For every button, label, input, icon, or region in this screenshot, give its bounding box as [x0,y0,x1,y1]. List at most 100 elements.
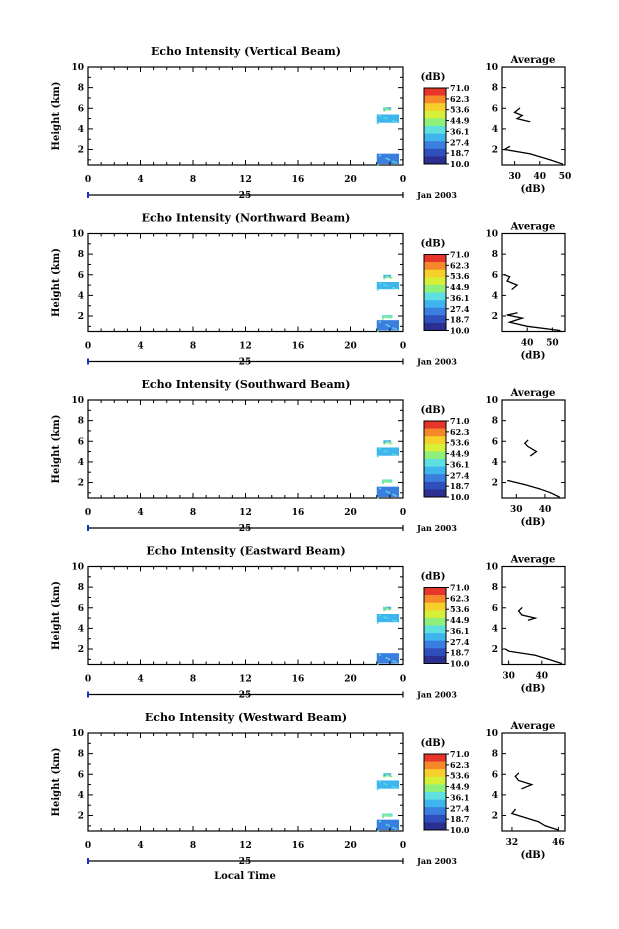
average-profile-point [535,450,537,453]
y-tick-label: 8 [78,250,84,260]
echo-speckle [383,616,386,618]
avg-y-tick-label: 6 [492,271,498,281]
avg-y-tick-label: 6 [492,604,498,614]
average-profile-point [557,829,559,831]
colorbar-segment [424,133,446,142]
colorbar-segment [424,421,446,429]
x-tick-label: 12 [239,508,252,518]
colorbar-label: 10.0 [450,159,470,169]
colorbar-segment [424,769,446,778]
echo-speckle [386,607,389,610]
date-label: Jan 2003 [416,357,457,367]
x-tick-label: 4 [137,342,143,352]
average-profile-point [521,607,523,609]
average-profile-line [514,772,534,790]
average-title: Average [510,222,556,233]
echo-speckle [376,663,379,665]
echo-speckle [388,276,391,279]
average-profile-line [504,274,519,290]
echo-speckle [386,276,389,278]
y-tick-label: 2 [78,146,84,156]
y-tick-label: 2 [78,645,84,655]
colorbar-label: 10.0 [450,492,470,502]
echo-speckle [383,116,386,119]
avg-x-label: (dB) [521,684,546,695]
colorbar-segment [424,655,446,664]
echo-speckle [385,814,388,816]
avg-x-tick-label: 30 [502,672,515,682]
y-tick-label: 10 [71,729,84,739]
average-profile-point [527,445,529,448]
echo-speckle [382,482,384,485]
colorbar-label: 71.0 [450,83,470,93]
y-tick-label: 8 [78,84,84,94]
x-tick-label: 16 [292,342,305,352]
average-profile-point [524,442,526,444]
echo-speckle [387,491,390,494]
colorbar-label: 71.0 [450,583,470,593]
x-tick-label: 0 [400,675,406,685]
colorbar-segment [424,633,446,641]
echo-speckle [376,496,379,499]
colorbar-segment [424,315,446,324]
echo-speckle [383,315,386,317]
echo-speckle [388,481,391,483]
echo-speckle [390,277,393,280]
x-tick-label: 20 [344,342,357,352]
y-tick-label: 2 [78,479,84,489]
average-profile-line [502,145,563,165]
colorbar-segment [424,443,446,452]
average-profile-point [524,483,526,486]
colorbar-segment [424,126,446,134]
echo-speckle [378,820,381,823]
x-tick-label: 8 [190,342,196,352]
echo-speckle [376,829,379,832]
echo-speckle [382,318,384,320]
date-label: Jan 2003 [416,523,457,533]
colorbar-segment [424,436,446,445]
average-profile-line [504,648,562,665]
colorbar-label: 18.7 [450,481,469,491]
x-tick-label: 8 [190,675,196,685]
panel-title: Echo Intensity (Northward Beam) [142,212,351,225]
echo-speckle [383,479,386,482]
average-profile-point [508,276,511,278]
average-profile-point [550,492,552,494]
colorbar-label: 62.3 [450,260,470,270]
y-tick-label: 4 [78,624,84,634]
colorbar-unit: (dB) [421,405,446,416]
colorbar-label: 71.0 [450,250,470,260]
x-tick-label: 8 [190,175,196,185]
avg-y-tick-label: 10 [485,729,498,739]
average-profile-line [506,312,561,332]
colorbar-label: 10.0 [450,326,470,336]
colorbar-label: 53.6 [450,271,470,281]
average-profile-point [526,325,528,327]
average-profile-point [537,821,540,823]
colorbar-label: 36.1 [450,626,469,636]
x-tick-label: 0 [400,342,406,352]
echo-speckle [388,815,391,817]
colorbar-segment [424,141,446,150]
average-profile-point [534,654,536,656]
avg-y-tick-label: 2 [492,146,498,156]
average-profile-point [521,317,523,319]
x-tick-label: 12 [239,342,252,352]
average-profile-point [507,479,509,482]
echo-speckle [389,317,392,319]
echo-speckle [394,620,397,623]
colorbar-segment [424,269,446,278]
average-profile-point [508,650,510,652]
avg-y-tick-label: 6 [492,437,498,447]
avg-y-tick-label: 2 [492,479,498,489]
colorbar-segment [424,625,446,634]
avg-x-tick-label: 30 [510,505,523,515]
y-tick-label: 10 [71,63,84,73]
average-frame [501,66,566,166]
echo-speckle [378,614,381,617]
echo-speckle [392,786,395,788]
colorbar-frame [423,753,447,831]
echo-speckle [386,108,389,110]
echo-speckle [385,657,388,659]
colorbar-label: 44.9 [450,615,470,625]
